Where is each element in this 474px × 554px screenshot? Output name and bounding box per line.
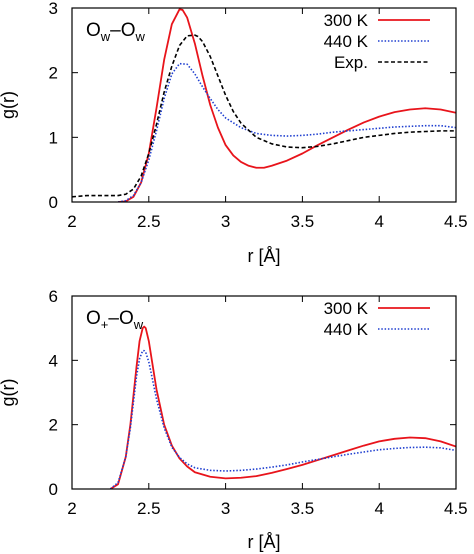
x-tick-label: 3.5 (291, 212, 315, 231)
x-tick-label: 2 (67, 499, 76, 518)
series-line-exp (72, 34, 456, 198)
y-tick-label: 2 (49, 64, 58, 83)
y-tick-label: 3 (49, 0, 58, 18)
x-tick-label: 3.5 (291, 499, 315, 518)
panel-top: 2 2.5 3 3.5 4 4.5 0 1 2 3 r [Å] g(r) Ow–Ow 300 K 440 K… (0, 0, 468, 266)
plot-frame (71, 7, 457, 203)
x-tick-label: 2.5 (137, 212, 161, 231)
y-tick-label: 1 (49, 128, 58, 147)
x-axis-title: r [Å] (247, 246, 280, 266)
x-tick-label: 4 (374, 499, 383, 518)
x-tick-label: 4.5 (444, 499, 468, 518)
legend-label: 440 K (324, 320, 369, 339)
legend-label: 440 K (324, 32, 369, 51)
x-axis-title: r [Å] (247, 532, 280, 552)
y-tick-label: 0 (49, 193, 58, 212)
y-axis-title: g(r) (0, 91, 18, 119)
x-tick-label: 3 (221, 212, 230, 231)
x-tick-label: 4.5 (444, 212, 468, 231)
series-line-440-k (109, 349, 456, 489)
legend-label: 300 K (324, 299, 369, 318)
panel-label: O+–Ow (86, 308, 144, 332)
y-tick-label: 0 (49, 480, 58, 499)
series-line-300-k (109, 325, 456, 489)
legend-label: Exp. (334, 53, 368, 72)
y-axis-title: g(r) (0, 379, 18, 407)
y-tick-label: 2 (49, 416, 58, 435)
x-tick-label: 2.5 (137, 499, 161, 518)
panel-label: Ow–Ow (86, 20, 146, 44)
y-tick-label: 6 (49, 287, 58, 306)
x-tick-label: 4 (374, 212, 383, 231)
legend-label: 300 K (324, 11, 369, 30)
series-line-300-k (118, 8, 456, 202)
x-tick-label: 2 (67, 212, 76, 231)
x-tick-label: 3 (221, 499, 230, 518)
y-tick-label: 4 (49, 351, 58, 370)
plot-frame (71, 295, 457, 490)
